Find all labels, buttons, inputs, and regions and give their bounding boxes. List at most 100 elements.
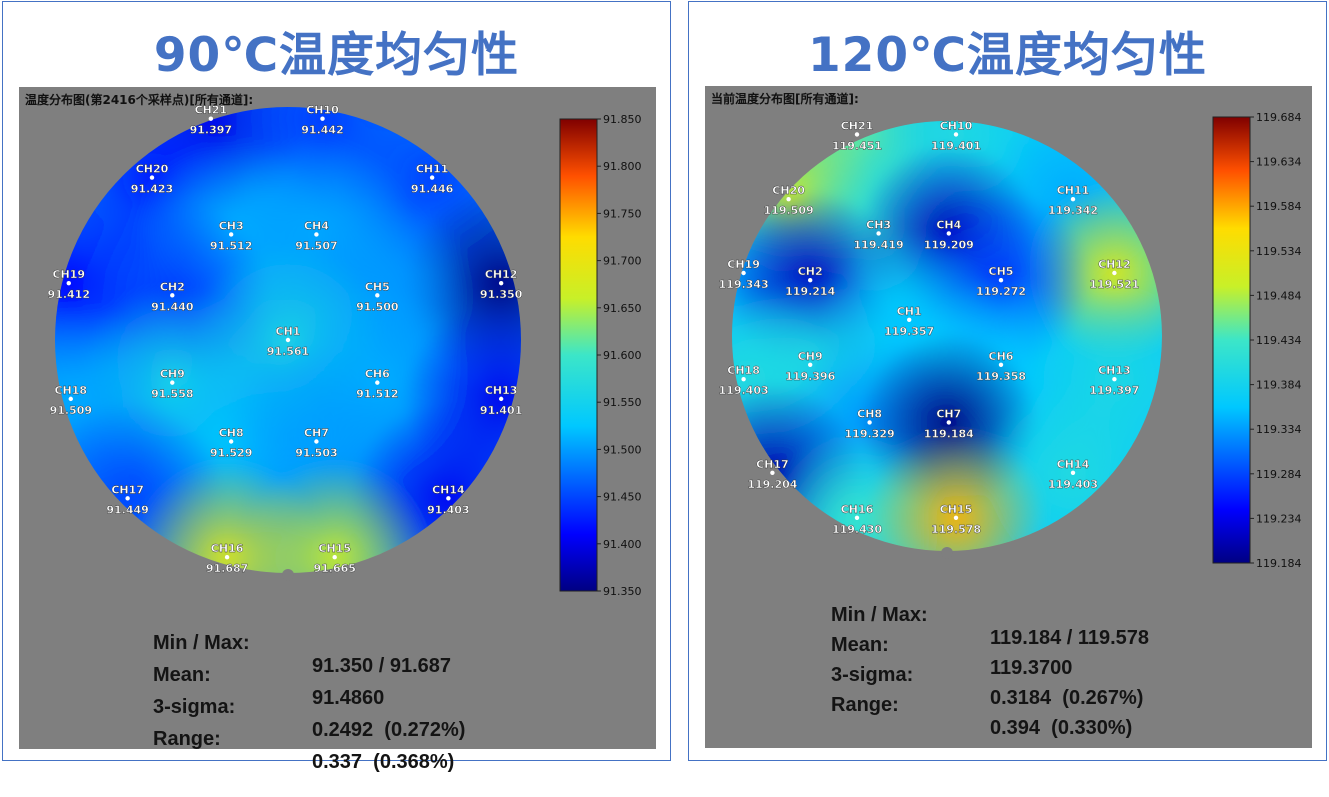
sensor-value: 91.401 (480, 404, 522, 417)
colorbar-tick-label: 91.850 (603, 113, 642, 126)
sensor-name: CH9 (798, 350, 823, 363)
sensor-ch1: CH1 91.561 (267, 325, 310, 358)
sensor-ch13: CH13 119.397 (1089, 364, 1140, 397)
sensor-dot (498, 280, 504, 286)
sensor-name: CH21 (195, 104, 228, 117)
sensor-dot (66, 280, 71, 286)
stat-label: Range: (831, 694, 899, 716)
sensor-ch19: CH19 91.412 (47, 268, 90, 301)
sensor-name: CH8 (219, 427, 244, 440)
sensor-value: 91.446 (411, 183, 454, 196)
sensor-ch16: CH16 91.687 (206, 542, 249, 575)
sensor-dot (953, 132, 959, 137)
sensor-name: CH15 (940, 503, 973, 516)
sensor-name: CH1 (897, 305, 922, 318)
sensor-ch6: CH6 91.512 (356, 367, 399, 400)
sensor-dot (946, 420, 951, 425)
colorbar-tick-label: 119.684 (1256, 111, 1302, 124)
colorbar-tick-label: 119.584 (1256, 200, 1302, 213)
colorbar-tick-label: 91.400 (603, 538, 642, 551)
sensor-dot (741, 270, 746, 276)
colorbar: 91.850 91.800 91.750 91.700 91.650 91.600 91.5… (559, 113, 642, 598)
sensor-value: 91.529 (210, 447, 252, 460)
sensor-value: 119.329 (845, 427, 895, 440)
sensor-dot (786, 197, 791, 202)
sensor-dot (170, 380, 175, 385)
stat-value: 0.394 (0.330%) (990, 717, 1133, 739)
sensor-name: CH21 (841, 119, 874, 132)
sensor-name: CH10 (306, 104, 339, 117)
sensor-value: 91.397 (190, 124, 232, 137)
colorbar-tick-label: 119.334 (1256, 423, 1302, 436)
sensor-dot (998, 362, 1004, 367)
sensor-dot (208, 116, 214, 121)
panel-120c: 120℃温度均匀性 当前温度分布图[所有通道]: CH21 119.451 CH10… (688, 1, 1327, 761)
sensor-value: 119.272 (976, 285, 1026, 298)
sensor-value: 119.509 (764, 204, 814, 217)
sensor-value: 91.509 (50, 404, 92, 417)
sensor-name: CH9 (160, 368, 185, 381)
sensor-value: 91.442 (301, 124, 343, 137)
sensor-value: 119.578 (931, 523, 981, 536)
sensor-value: 91.412 (48, 288, 90, 301)
sensor-name: CH2 (798, 265, 823, 278)
sensor-ch15: CH15 119.578 (931, 503, 982, 536)
sensor-ch15: CH15 91.665 (313, 542, 356, 575)
sensor-dot (314, 439, 319, 444)
sensor-ch14: CH14 91.403 (427, 483, 470, 516)
sensor-ch12: CH12 119.521 (1089, 258, 1140, 291)
sensor-value: 119.401 (931, 139, 981, 152)
sensor-ch21: CH21 91.397 (189, 104, 232, 137)
stat-label: 3-sigma: (153, 696, 236, 718)
sensor-ch4: CH4 91.507 (295, 219, 338, 252)
sensor-ch2: CH2 91.440 (151, 280, 194, 313)
sensor-ch2: CH2 119.214 (785, 265, 836, 298)
sensor-value: 91.350 (480, 288, 523, 301)
colorbar-tick-label: 91.350 (603, 585, 642, 598)
sensor-dot (741, 377, 746, 382)
colorbar-tick-label: 119.534 (1256, 245, 1302, 258)
stat-value: 119.3700 (990, 657, 1073, 679)
sensor-value: 119.204 (747, 478, 797, 491)
sensor-dot (998, 278, 1004, 283)
sensor-dot (1070, 197, 1076, 202)
sensor-dot (228, 232, 234, 237)
colorbar-scale (1212, 116, 1251, 564)
colorbar-tick-label: 119.634 (1256, 156, 1302, 169)
sensor-ch5: CH5 119.272 (976, 265, 1027, 298)
sensor-dot (1112, 377, 1117, 382)
sensor-ch13: CH13 91.401 (480, 384, 523, 417)
colorbar-tick-label: 119.484 (1256, 289, 1302, 302)
sensor-dot (946, 231, 951, 236)
colorbar-tick-label: 119.384 (1256, 379, 1302, 392)
sensor-value: 119.209 (924, 238, 974, 251)
sensor-dot (498, 396, 504, 402)
sensor-name: CH7 (936, 407, 961, 420)
sensor-ch14: CH14 119.403 (1048, 458, 1099, 491)
sensor-name: CH10 (940, 119, 973, 132)
sensor-ch10: CH10 119.401 (931, 119, 982, 152)
stat-label: Min / Max: (831, 604, 928, 626)
stat-value: 91.350 / 91.687 (312, 655, 452, 677)
stat-label: Range: (153, 728, 221, 750)
sensor-name: CH14 (432, 483, 465, 496)
sensor-ch17: CH17 91.449 (106, 483, 149, 516)
sensor-name: CH17 (111, 483, 144, 496)
colorbar-tick-label: 119.184 (1256, 557, 1302, 570)
sensor-name: CH4 (936, 218, 961, 231)
sensor-dot (375, 380, 380, 385)
sensor-ch4: CH4 119.209 (924, 218, 975, 251)
sensor-ch3: CH3 91.512 (210, 219, 253, 252)
sensor-value: 91.503 (295, 447, 337, 460)
sensor-name: CH8 (857, 407, 882, 420)
colorbar-tick-label: 119.434 (1256, 334, 1302, 347)
sensor-ch8: CH8 91.529 (210, 426, 253, 460)
stat-row-range: Range: 0.394 (0.330%) (831, 671, 1132, 763)
sensor-name: CH14 (1057, 458, 1090, 471)
sensor-value: 91.561 (267, 345, 309, 358)
sensor-value: 119.403 (719, 384, 769, 397)
sensor-name: CH12 (1098, 258, 1131, 271)
stats-block: Min / Max: 91.350 / 91.687 Mean: 91.4860… (153, 609, 633, 773)
sensor-dot (854, 132, 860, 137)
sensor-name: CH16 (211, 542, 244, 555)
